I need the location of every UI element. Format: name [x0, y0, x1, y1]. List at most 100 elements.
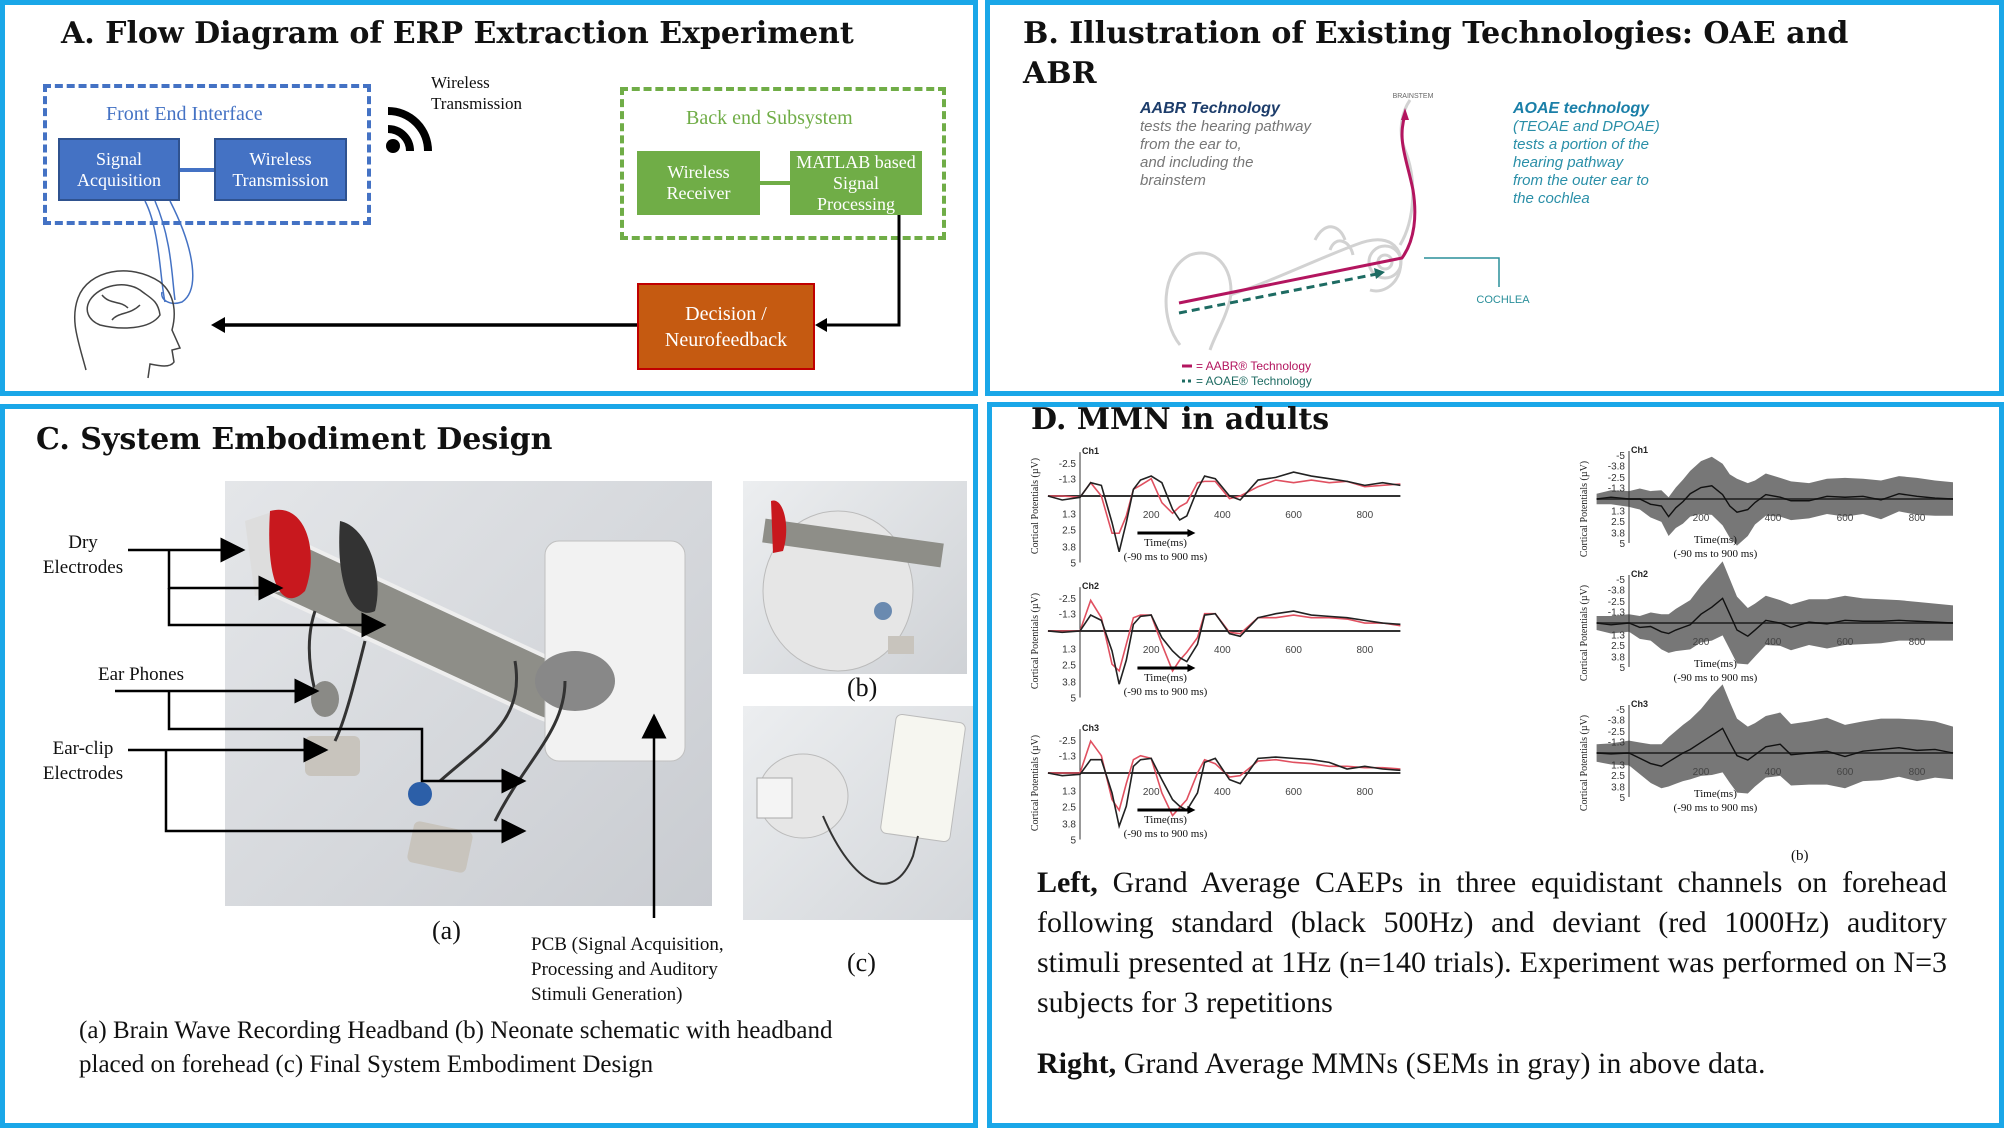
- ear-clip-arrow-2: [164, 750, 527, 844]
- y-tick-label: 1.3: [1611, 630, 1625, 641]
- x-tick-label: 800: [1909, 637, 1926, 648]
- y-tick-label: 3.8: [1611, 652, 1625, 663]
- aabr-heading: AABR Technology: [1140, 100, 1280, 117]
- panel-c-caption: (a) Brain Wave Recording Headband (b) Ne…: [79, 1014, 832, 1082]
- arrowhead: [1187, 806, 1196, 814]
- y-tick-label: 1.3: [1611, 760, 1625, 771]
- y-tick-label: 3.8: [1062, 820, 1076, 831]
- aabr-line: tests the hearing pathway: [1140, 118, 1311, 135]
- front-end-label: Front End Interface: [106, 103, 263, 125]
- component-callout-arrows: [115, 537, 667, 918]
- electrode-cables: [144, 200, 194, 304]
- y-tick-label: 3.8: [1062, 543, 1076, 554]
- back-end-label: Back end Subsystem: [686, 107, 853, 129]
- panel-a-title: A. Flow Diagram of ERP Extraction Experi…: [61, 16, 854, 51]
- label-b: (b): [1791, 848, 1809, 864]
- arrowhead: [1187, 529, 1196, 537]
- y-tick-label: -5: [1616, 705, 1625, 716]
- wifi-icon: [384, 103, 436, 155]
- y-tick-label: -2.5: [1059, 459, 1077, 470]
- panel-b-title-line1: B. Illustration of Existing Technologies…: [1023, 16, 1849, 51]
- aoae-pathway: [1178, 272, 1378, 315]
- caption-line: (a) Brain Wave Recording Headband (b) Ne…: [79, 1017, 833, 1044]
- y-tick-label: 1.3: [1611, 506, 1625, 517]
- y-axis-label: Cortical Potentials (µV): [1579, 585, 1590, 681]
- x-tick-label: 200: [1143, 787, 1160, 798]
- y-tick-label: -1.3: [1608, 484, 1626, 495]
- mmn-series-line: [1596, 485, 1954, 518]
- y-tick-label: 5: [1619, 663, 1625, 674]
- y-tick-label: -3.8: [1608, 462, 1626, 473]
- label-b: (b): [847, 673, 878, 702]
- y-tick-label: 1.3: [1062, 786, 1076, 797]
- ear-clip-electrodes-label: Ear-clip Electrodes: [38, 736, 128, 786]
- x-tick-label: 600: [1285, 645, 1302, 656]
- x-tick-label: 200: [1693, 513, 1710, 524]
- x-axis-label: Time(ms): [1144, 537, 1187, 549]
- y-tick-label: -1.3: [1059, 610, 1077, 621]
- x-tick-label: 800: [1356, 787, 1373, 798]
- matlab-processing-block: MATLAB based Signal Processing: [790, 151, 922, 215]
- y-tick-label: -2.5: [1059, 594, 1077, 605]
- channel-label: Ch3: [1082, 723, 1099, 733]
- aoae-line: from the outer ear to: [1513, 172, 1649, 189]
- x-range-label: (-90 ms to 900 ms): [1124, 828, 1208, 840]
- x-tick-label: 600: [1285, 510, 1302, 521]
- y-tick-label: -2.5: [1608, 473, 1626, 484]
- y-tick-label: 1.3: [1062, 509, 1076, 520]
- y-tick-label: 5: [1070, 836, 1076, 847]
- y-tick-label: 5: [1070, 694, 1076, 705]
- x-tick-label: 200: [1693, 637, 1710, 648]
- x-axis-label: Time(ms): [1694, 658, 1737, 670]
- brain-head-icon: [73, 270, 182, 379]
- x-tick-label: 400: [1214, 645, 1231, 656]
- pcb-label: PCB (Signal Acquisition, Processing and …: [531, 932, 724, 1007]
- y-axis-label: Cortical Potentials (µV): [1579, 461, 1590, 557]
- y-tick-label: 2.5: [1611, 641, 1625, 652]
- aabr-legend: = AABR® Technology: [1196, 359, 1311, 373]
- dry-electrodes-label: Dry Electrodes: [38, 530, 128, 580]
- x-tick-label: 800: [1356, 645, 1373, 656]
- sem-band: [1596, 684, 1953, 794]
- ear-phone-arrow-2: [167, 691, 527, 794]
- ear-pathway-illustration: BRAINSTEM COCHLEA = AABR® Technology = A…: [1164, 93, 1530, 388]
- deviant-series-line: [1047, 739, 1401, 817]
- mmn-series-line: [1596, 597, 1954, 638]
- x-tick-label: 800: [1356, 510, 1373, 521]
- channel-label: Ch2: [1631, 569, 1648, 579]
- y-tick-label: 1.3: [1062, 644, 1076, 655]
- panel-b-title-line2: ABR: [1023, 56, 1097, 91]
- y-tick-label: 5: [1619, 539, 1625, 550]
- left-body: Grand Average CAEPs in three equidistant…: [1037, 866, 1947, 1019]
- y-tick-label: -1.3: [1059, 475, 1077, 486]
- aoae-line: tests a portion of the: [1513, 136, 1649, 153]
- x-range-label: (-90 ms to 900 ms): [1674, 672, 1758, 684]
- aabr-description: AABR Technology tests the hearing pathwa…: [1140, 100, 1311, 190]
- panel-c-title: C. System Embodiment Design: [36, 422, 553, 457]
- y-tick-label: -2.5: [1608, 727, 1626, 738]
- label-line: Electrodes: [42, 557, 124, 578]
- aoae-line: hearing pathway: [1513, 154, 1624, 171]
- aabr-line: brainstem: [1140, 172, 1206, 189]
- y-tick-label: 5: [1619, 793, 1625, 804]
- y-tick-label: 3.8: [1062, 678, 1076, 689]
- panel-existing-technologies: [985, 0, 2004, 396]
- deviant-series-line: [1047, 598, 1401, 673]
- processing-to-decision-arrow: [822, 215, 901, 327]
- standard-series-line: [1047, 471, 1401, 553]
- x-tick-label: 800: [1909, 767, 1926, 778]
- label-line: PCB (Signal Acquisition,: [531, 934, 724, 955]
- y-tick-label: 2.5: [1062, 802, 1076, 813]
- y-tick-label: 2.5: [1062, 660, 1076, 671]
- aabr-line: from the ear to,: [1140, 136, 1242, 153]
- x-tick-label: 600: [1285, 787, 1302, 798]
- label-c: (c): [847, 948, 876, 977]
- channel-label: Ch1: [1082, 446, 1099, 456]
- x-tick-label: 200: [1143, 645, 1160, 656]
- front-end-interface-group: [43, 84, 371, 225]
- y-axis-label: Cortical Potentials (µV): [1030, 458, 1041, 554]
- x-tick-label: 400: [1214, 510, 1231, 521]
- deviant-series-line: [1047, 477, 1401, 535]
- wireless-receiver-block: Wireless Receiver: [637, 151, 760, 215]
